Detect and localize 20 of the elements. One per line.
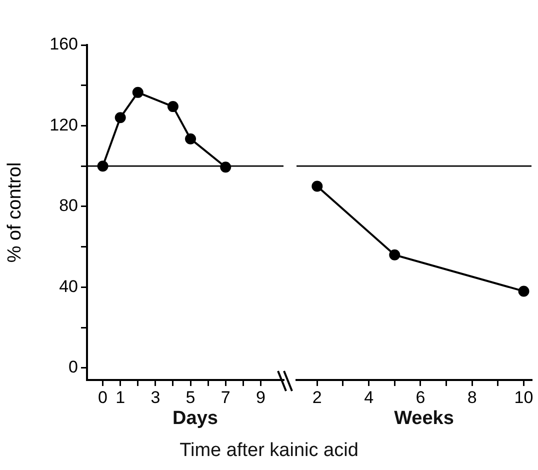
x-tick-label: 4	[364, 388, 374, 407]
x-tick-label: 10	[514, 388, 534, 407]
y-tick-label: 160	[50, 34, 78, 54]
x-tick-label: 0	[98, 388, 108, 407]
x-axis-title: Days	[172, 408, 219, 430]
y-tick-label: 0	[68, 358, 78, 377]
text: Time after kainic acid	[178, 440, 360, 462]
y-tick-label: 120	[50, 115, 78, 134]
y-axis-title: % of control	[4, 162, 26, 263]
x-tick-label: 9	[256, 388, 266, 407]
x-tick-label: 3	[150, 388, 160, 407]
x-tick-label: 6	[416, 388, 426, 407]
y-tick-label: 80	[59, 196, 78, 216]
x-tick-label: 8	[467, 388, 477, 407]
x-tick-label: 1	[116, 388, 126, 407]
x-axis-title: Weeks	[393, 408, 455, 430]
x-tick-label: 2	[312, 388, 322, 407]
y-tick-label: 40	[59, 276, 78, 296]
x-tick-label: 7	[220, 388, 230, 407]
x-tick-label: 5	[186, 388, 196, 407]
